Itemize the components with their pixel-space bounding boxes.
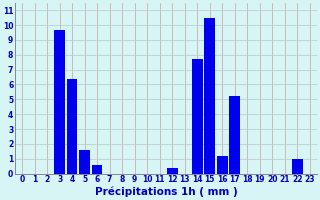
Bar [167, 168, 178, 174]
Bar [67, 79, 77, 174]
Bar [192, 59, 203, 174]
Bar [54, 30, 65, 174]
Bar [204, 18, 215, 174]
Bar [292, 159, 302, 174]
Bar [79, 150, 90, 174]
Bar [92, 165, 102, 174]
Bar [217, 156, 228, 174]
X-axis label: Précipitations 1h ( mm ): Précipitations 1h ( mm ) [95, 187, 237, 197]
Bar [229, 96, 240, 174]
